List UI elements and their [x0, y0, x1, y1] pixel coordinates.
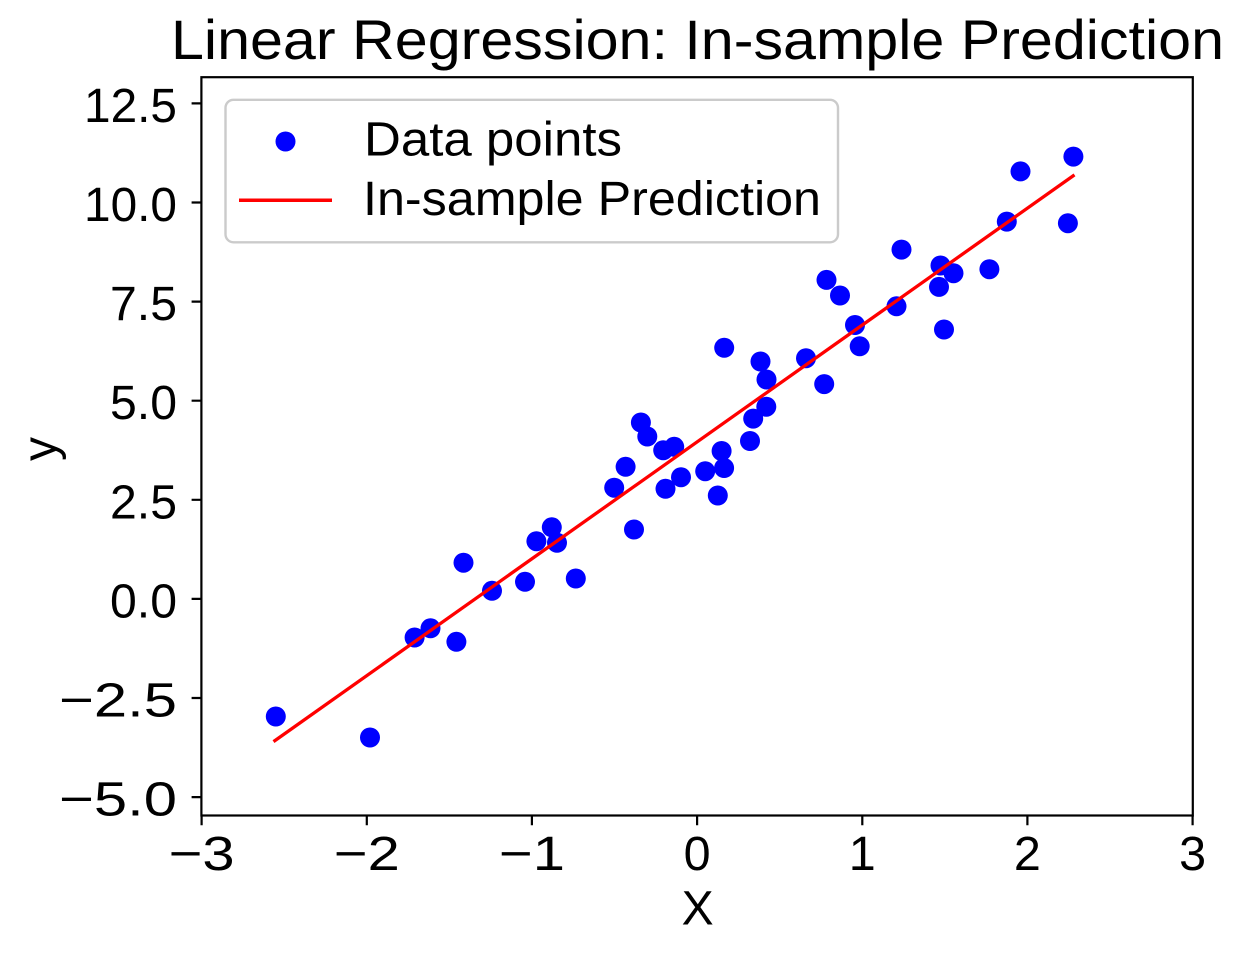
svg-text:3: 3 [1179, 827, 1206, 881]
svg-text:y: y [14, 437, 67, 461]
svg-text:12.5: 12.5 [84, 79, 177, 133]
svg-text:7.5: 7.5 [110, 277, 177, 331]
svg-text:2.5: 2.5 [110, 475, 177, 529]
svg-text:Linear Regression: In-sample P: Linear Regression: In-sample Prediction [171, 8, 1224, 71]
svg-text:X: X [682, 882, 714, 935]
svg-text:2: 2 [1014, 827, 1041, 881]
svg-text:0: 0 [684, 827, 711, 881]
svg-text:−5.0: −5.0 [59, 773, 177, 827]
svg-text:0.0: 0.0 [110, 574, 177, 628]
svg-text:5.0: 5.0 [110, 376, 177, 430]
svg-text:1: 1 [849, 827, 876, 881]
svg-text:10.0: 10.0 [84, 178, 177, 232]
svg-text:−2.5: −2.5 [59, 674, 177, 728]
svg-text:Data points: Data points [364, 113, 622, 166]
svg-text:−2: −2 [334, 827, 400, 881]
svg-text:−3: −3 [169, 827, 235, 881]
svg-text:−1: −1 [499, 827, 565, 881]
svg-text:In-sample Prediction: In-sample Prediction [363, 173, 821, 226]
